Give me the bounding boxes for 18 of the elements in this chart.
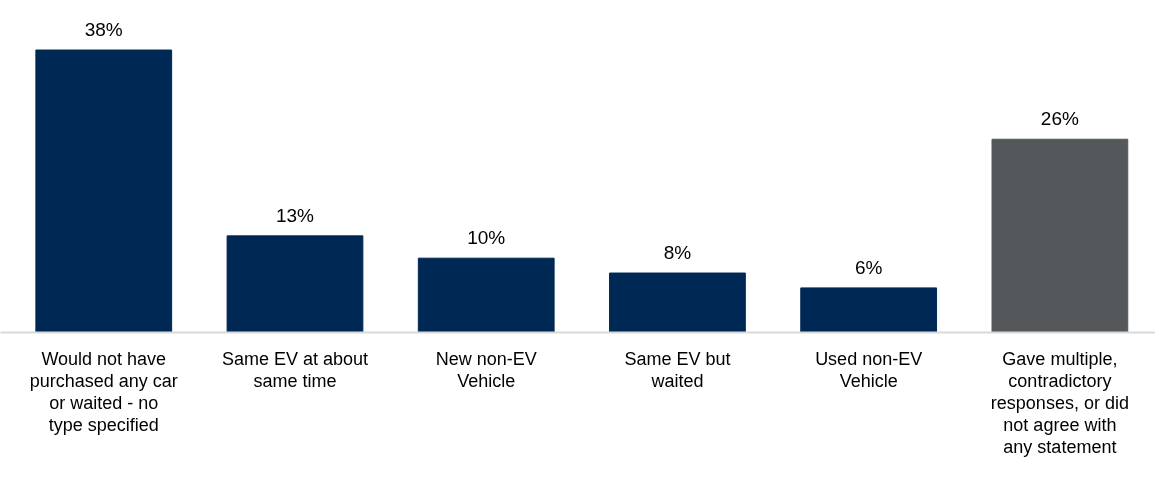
x-tick-label: Same EV at about same time — [221, 348, 369, 391]
bar — [226, 235, 364, 333]
bar — [35, 49, 173, 333]
data-label: 10% — [467, 227, 506, 249]
x-tick-label: Gave multiple, contradictory responses, or did not agree with any statement — [990, 348, 1129, 457]
data-label: 6% — [854, 256, 883, 278]
data-label: 26% — [1040, 108, 1080, 130]
bar — [609, 272, 746, 333]
x-tick-label: Used non-EV Vehicle — [815, 348, 923, 391]
data-label: 13% — [275, 204, 315, 226]
bar — [991, 138, 1129, 333]
x-tick-label: Same EV but waited — [624, 348, 731, 391]
data-label: 38% — [84, 19, 123, 41]
bar — [417, 257, 555, 333]
x-tick-label: Would not have purchased any car or waited - no type specified — [29, 348, 178, 435]
data-label: 8% — [663, 242, 692, 264]
x-tick-label: New non-EV Vehicle — [435, 348, 537, 391]
bar — [800, 287, 938, 333]
